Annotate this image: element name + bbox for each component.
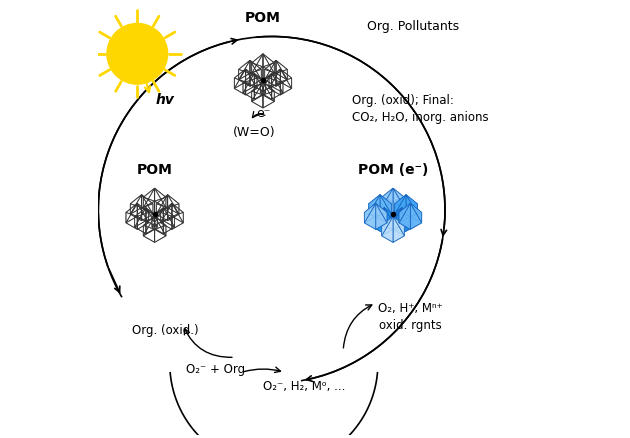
Text: hv: hv <box>156 93 175 107</box>
Polygon shape <box>391 208 402 221</box>
Polygon shape <box>369 204 380 215</box>
Polygon shape <box>402 221 413 234</box>
Text: O₂, H⁺, Mⁿ⁺
oxid. rgnts: O₂, H⁺, Mⁿ⁺ oxid. rgnts <box>378 301 443 331</box>
Polygon shape <box>384 208 396 234</box>
Polygon shape <box>406 204 417 215</box>
Polygon shape <box>384 217 396 228</box>
Polygon shape <box>382 226 393 236</box>
Polygon shape <box>375 217 387 230</box>
Text: POM (e⁻): POM (e⁻) <box>358 162 428 176</box>
Polygon shape <box>373 217 384 228</box>
Polygon shape <box>402 208 413 234</box>
Polygon shape <box>410 213 421 223</box>
Polygon shape <box>369 195 380 221</box>
Polygon shape <box>364 213 375 223</box>
Polygon shape <box>364 204 375 223</box>
Polygon shape <box>393 202 404 215</box>
Polygon shape <box>382 217 393 243</box>
Polygon shape <box>393 189 404 208</box>
Polygon shape <box>395 195 406 208</box>
Text: (W=O): (W=O) <box>233 126 276 139</box>
Polygon shape <box>382 217 393 230</box>
Polygon shape <box>410 204 421 230</box>
Text: Org. (oxid); Final:
CO₂, H₂O, inorg. anions: Org. (oxid); Final: CO₂, H₂O, inorg. ani… <box>352 94 488 124</box>
Polygon shape <box>380 204 391 215</box>
Polygon shape <box>399 213 410 223</box>
Polygon shape <box>369 195 380 208</box>
Polygon shape <box>373 208 384 221</box>
Polygon shape <box>382 230 393 243</box>
Polygon shape <box>380 208 391 221</box>
Polygon shape <box>406 208 417 221</box>
Polygon shape <box>380 195 391 208</box>
Text: e⁻: e⁻ <box>256 106 270 120</box>
Text: O₂⁻, H₂, Mᵒ, ...: O₂⁻, H₂, Mᵒ, ... <box>263 379 345 392</box>
Polygon shape <box>393 217 404 236</box>
Circle shape <box>107 25 168 85</box>
Polygon shape <box>393 198 404 208</box>
Polygon shape <box>384 208 396 221</box>
Polygon shape <box>382 189 393 202</box>
Polygon shape <box>369 195 380 215</box>
Polygon shape <box>410 204 421 223</box>
Polygon shape <box>375 213 387 223</box>
Polygon shape <box>393 217 404 243</box>
Polygon shape <box>382 189 393 208</box>
Polygon shape <box>382 202 393 215</box>
Text: Org. Pollutants: Org. Pollutants <box>367 20 459 33</box>
Polygon shape <box>391 221 402 234</box>
Polygon shape <box>391 208 402 234</box>
Polygon shape <box>410 217 421 230</box>
Polygon shape <box>373 208 384 228</box>
Polygon shape <box>406 195 417 208</box>
Polygon shape <box>382 198 393 208</box>
Polygon shape <box>380 195 391 221</box>
Text: POM: POM <box>137 162 173 176</box>
Text: O₂⁻ + Org: O₂⁻ + Org <box>186 362 245 374</box>
Polygon shape <box>375 204 387 230</box>
Polygon shape <box>380 195 391 215</box>
Polygon shape <box>393 230 404 243</box>
Polygon shape <box>369 208 380 221</box>
Polygon shape <box>364 217 375 230</box>
Polygon shape <box>384 208 396 228</box>
Polygon shape <box>375 204 387 217</box>
Polygon shape <box>393 217 404 230</box>
Polygon shape <box>410 204 421 217</box>
Polygon shape <box>399 204 410 230</box>
Polygon shape <box>382 189 393 215</box>
Polygon shape <box>399 204 410 217</box>
Polygon shape <box>406 195 417 221</box>
Text: POM: POM <box>245 11 281 25</box>
Polygon shape <box>395 208 406 221</box>
Polygon shape <box>391 208 402 228</box>
Text: Org. (oxid.): Org. (oxid.) <box>132 323 199 336</box>
Polygon shape <box>399 204 410 223</box>
Polygon shape <box>395 195 406 215</box>
Polygon shape <box>402 208 413 228</box>
Polygon shape <box>382 217 393 236</box>
Polygon shape <box>402 208 413 221</box>
Polygon shape <box>406 195 417 215</box>
Polygon shape <box>364 204 375 217</box>
Polygon shape <box>393 226 404 236</box>
Polygon shape <box>402 217 413 228</box>
Polygon shape <box>393 189 404 202</box>
Polygon shape <box>373 221 384 234</box>
Polygon shape <box>364 204 375 230</box>
Polygon shape <box>399 217 410 230</box>
Polygon shape <box>391 217 402 228</box>
Polygon shape <box>395 195 406 221</box>
Polygon shape <box>373 208 384 234</box>
Polygon shape <box>393 189 404 215</box>
Polygon shape <box>395 204 406 215</box>
Polygon shape <box>375 204 387 223</box>
Polygon shape <box>384 221 396 234</box>
